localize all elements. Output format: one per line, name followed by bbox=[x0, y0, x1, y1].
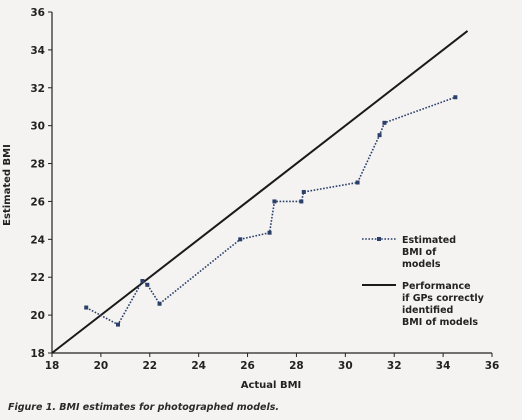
x-tick-label: 24 bbox=[191, 360, 206, 372]
y-tick-label: 18 bbox=[30, 348, 45, 360]
data-point bbox=[267, 230, 272, 235]
x-tick-label: 34 bbox=[436, 360, 451, 372]
legend-marker-estimated bbox=[377, 237, 381, 241]
data-point bbox=[299, 199, 304, 204]
estimated-bmi-points bbox=[84, 95, 458, 327]
y-axis-ticks: 18 20 22 24 26 28 30 32 34 36 bbox=[30, 7, 52, 360]
ideal-performance-line bbox=[51, 30, 469, 354]
legend-label-ideal: if GPs correctly bbox=[402, 293, 485, 304]
data-point bbox=[382, 120, 387, 125]
data-point bbox=[140, 279, 145, 284]
x-tick-label: 22 bbox=[142, 360, 157, 372]
x-tick-label: 28 bbox=[289, 360, 304, 372]
data-point bbox=[301, 189, 306, 194]
data-point bbox=[145, 282, 150, 287]
y-tick-label: 24 bbox=[30, 234, 45, 246]
data-point bbox=[377, 133, 382, 138]
x-tick-label: 26 bbox=[240, 360, 255, 372]
y-tick-label: 36 bbox=[30, 7, 45, 19]
data-point bbox=[116, 322, 120, 327]
y-tick-label: 34 bbox=[30, 45, 45, 57]
data-point bbox=[355, 180, 360, 185]
legend-label-estimated: Estimated bbox=[402, 235, 456, 246]
estimated-bmi-line bbox=[85, 96, 456, 326]
x-tick-label: 20 bbox=[94, 360, 109, 372]
x-tick-label: 36 bbox=[485, 360, 500, 372]
x-tick-label: 18 bbox=[45, 360, 60, 372]
legend-label-estimated: models bbox=[402, 259, 441, 270]
y-tick-label: 20 bbox=[30, 310, 45, 322]
y-tick-label: 28 bbox=[30, 159, 45, 171]
plot-area: 18 20 22 24 26 28 30 32 34 36 18 20 22 24 26 28 30 32 34 3… bbox=[30, 7, 499, 372]
y-tick-label: 22 bbox=[30, 272, 45, 284]
x-tick-label: 32 bbox=[387, 360, 402, 372]
data-point bbox=[272, 199, 277, 204]
data-point bbox=[453, 95, 458, 100]
y-axis-title: Estimated BMI bbox=[2, 144, 13, 226]
legend-label-ideal: Performance bbox=[402, 281, 471, 292]
legend-label-ideal: identified bbox=[402, 305, 453, 316]
legend-label-ideal: BMI of models bbox=[402, 317, 478, 328]
x-axis-ticks: 18 20 22 24 26 28 30 32 34 36 bbox=[45, 353, 500, 372]
y-tick-label: 30 bbox=[30, 121, 45, 133]
x-tick-label: 30 bbox=[338, 360, 353, 372]
data-point bbox=[238, 237, 243, 242]
legend-label-estimated: BMI of bbox=[402, 247, 437, 258]
y-tick-label: 32 bbox=[30, 83, 45, 95]
y-tick-label: 26 bbox=[30, 196, 45, 208]
x-axis-title: Actual BMI bbox=[241, 380, 302, 391]
bmi-chart: 18 20 22 24 26 28 30 32 34 36 18 20 22 24 26 28 30 32 34 3… bbox=[2, 7, 499, 391]
data-point bbox=[84, 305, 89, 310]
data-point bbox=[157, 301, 162, 306]
figure-caption: Figure 1. BMI estimates for photographed… bbox=[8, 402, 279, 413]
